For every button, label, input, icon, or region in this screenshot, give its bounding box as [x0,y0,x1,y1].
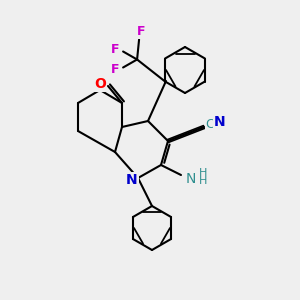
Text: N: N [214,115,226,129]
Text: F: F [111,63,119,76]
Text: O: O [94,77,106,91]
Text: C: C [206,118,214,131]
Text: F: F [111,43,119,56]
Text: H: H [199,176,207,186]
Text: F: F [137,25,145,38]
Text: N: N [186,172,196,186]
Text: H: H [199,168,207,178]
Text: N: N [126,173,138,187]
